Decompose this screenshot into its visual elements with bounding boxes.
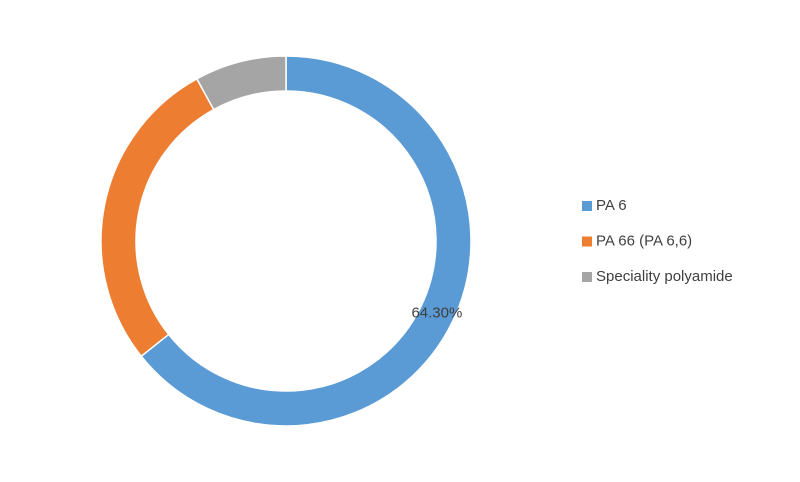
data-label: 64.30% — [411, 305, 462, 322]
donut-segment — [100, 77, 215, 358]
donut-segment — [195, 55, 287, 111]
legend-swatch — [582, 272, 592, 282]
legend-label: PA 66 (PA 6,6) — [596, 232, 692, 249]
legend-swatch — [582, 201, 592, 211]
legend-swatch — [582, 236, 592, 247]
legend-label: PA 6 — [596, 197, 627, 214]
donut-segment — [140, 55, 472, 427]
legend-label: Speciality polyamide — [596, 268, 733, 285]
